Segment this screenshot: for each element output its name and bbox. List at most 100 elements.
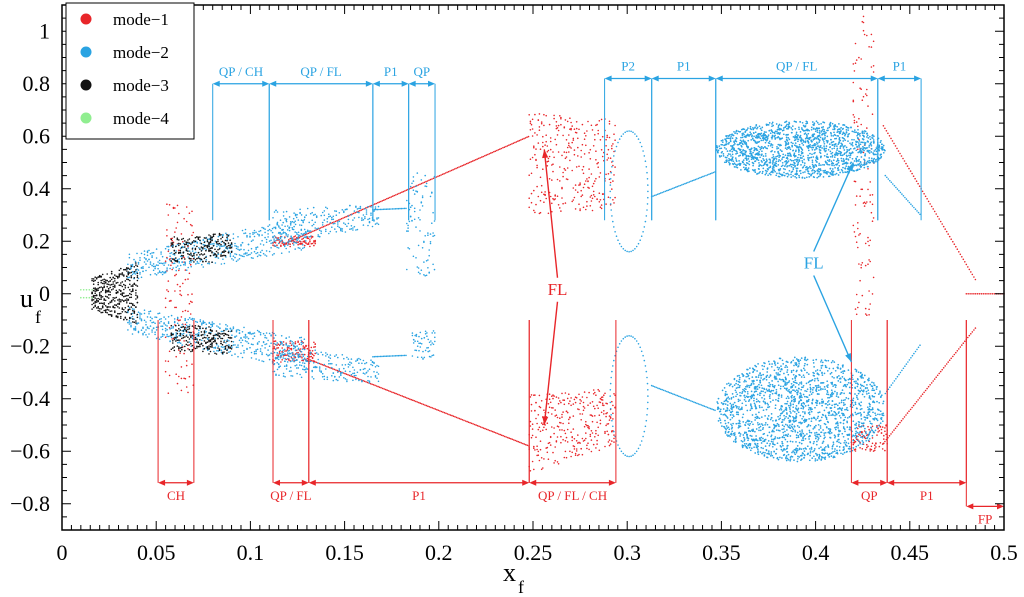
data-point bbox=[219, 245, 221, 247]
data-point bbox=[566, 146, 569, 149]
data-point bbox=[763, 159, 765, 162]
data-point bbox=[858, 133, 860, 136]
data-point bbox=[128, 256, 131, 259]
data-point bbox=[338, 376, 341, 378]
data-point bbox=[157, 267, 159, 270]
data-point bbox=[639, 141, 641, 144]
data-point bbox=[871, 425, 874, 428]
data-point bbox=[484, 155, 486, 157]
data-point bbox=[374, 223, 377, 225]
data-point bbox=[343, 211, 345, 214]
data-point bbox=[730, 134, 733, 136]
data-point bbox=[594, 415, 596, 417]
data-point bbox=[696, 178, 698, 180]
data-point bbox=[927, 385, 930, 388]
data-point bbox=[288, 352, 291, 355]
data-point bbox=[575, 440, 578, 442]
data-point bbox=[476, 424, 479, 427]
data-point bbox=[418, 342, 420, 345]
data-point bbox=[825, 171, 828, 173]
data-point bbox=[583, 138, 586, 140]
data-point bbox=[843, 132, 846, 135]
data-point bbox=[452, 415, 455, 418]
data-point bbox=[364, 216, 366, 218]
data-point bbox=[970, 271, 972, 273]
data-point bbox=[758, 162, 760, 164]
data-point bbox=[188, 272, 191, 275]
data-point bbox=[868, 159, 871, 162]
data-point bbox=[947, 233, 949, 235]
data-point bbox=[154, 316, 156, 318]
data-point bbox=[860, 58, 862, 60]
data-point bbox=[334, 355, 336, 358]
data-point bbox=[368, 368, 371, 371]
data-point bbox=[837, 130, 839, 133]
data-point bbox=[537, 119, 540, 121]
data-point bbox=[575, 132, 578, 134]
data-point bbox=[164, 327, 167, 330]
data-point bbox=[374, 376, 377, 378]
data-point bbox=[755, 147, 758, 150]
data-point bbox=[167, 250, 170, 253]
data-point bbox=[742, 140, 745, 143]
data-point bbox=[796, 136, 799, 139]
data-point bbox=[372, 384, 375, 386]
data-point bbox=[842, 147, 845, 149]
data-point bbox=[268, 358, 271, 361]
data-point bbox=[321, 376, 324, 378]
data-point bbox=[392, 391, 395, 394]
data-point bbox=[526, 444, 529, 447]
data-point bbox=[857, 128, 859, 131]
data-point bbox=[598, 449, 601, 452]
data-point bbox=[606, 412, 608, 414]
data-point bbox=[382, 355, 385, 358]
data-point bbox=[553, 156, 555, 159]
data-point bbox=[851, 143, 853, 145]
data-point bbox=[544, 191, 546, 193]
data-point bbox=[932, 380, 934, 382]
data-point bbox=[428, 249, 431, 251]
data-point bbox=[580, 419, 582, 421]
data-point bbox=[744, 164, 747, 166]
data-point bbox=[871, 113, 874, 115]
data-point bbox=[589, 196, 592, 198]
data-point bbox=[346, 208, 348, 210]
data-point bbox=[300, 364, 303, 367]
data-point bbox=[175, 273, 177, 276]
data-point bbox=[568, 142, 570, 144]
data-point bbox=[538, 405, 541, 408]
data-point bbox=[739, 139, 742, 142]
data-point bbox=[137, 322, 140, 324]
data-point bbox=[628, 335, 630, 337]
data-point bbox=[740, 145, 743, 148]
data-point bbox=[238, 254, 241, 256]
data-point bbox=[855, 59, 858, 61]
data-point bbox=[253, 335, 256, 338]
data-point bbox=[261, 345, 263, 347]
data-point bbox=[216, 343, 218, 346]
data-point bbox=[140, 252, 143, 255]
data-point bbox=[527, 135, 530, 138]
data-point bbox=[202, 243, 205, 246]
data-point bbox=[727, 135, 730, 137]
data-point bbox=[277, 356, 280, 358]
data-point bbox=[188, 262, 191, 265]
data-point bbox=[276, 244, 278, 246]
data-point bbox=[406, 230, 408, 232]
data-point bbox=[830, 134, 833, 137]
data-point bbox=[811, 169, 813, 172]
data-point bbox=[241, 331, 244, 333]
data-point bbox=[799, 136, 801, 138]
data-point bbox=[534, 211, 536, 214]
data-point bbox=[367, 370, 369, 372]
data-point bbox=[792, 164, 795, 166]
data-point bbox=[182, 240, 184, 243]
data-point bbox=[533, 447, 535, 450]
data-point bbox=[148, 266, 150, 269]
data-point bbox=[549, 140, 552, 143]
data-point bbox=[863, 430, 866, 432]
data-point bbox=[571, 200, 573, 203]
data-point bbox=[859, 143, 862, 146]
data-point bbox=[265, 255, 268, 257]
data-point bbox=[862, 148, 864, 151]
